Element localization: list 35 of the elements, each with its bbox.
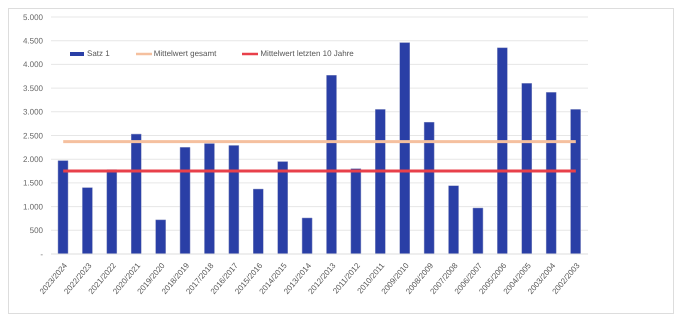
bar bbox=[82, 187, 93, 254]
bar bbox=[350, 168, 362, 254]
y-tick-label: 3.500 bbox=[22, 84, 44, 93]
legend-label: Satz 1 bbox=[87, 49, 110, 58]
y-tick-label: 1.000 bbox=[22, 202, 44, 212]
bar bbox=[155, 220, 166, 254]
bar bbox=[448, 185, 459, 254]
bar bbox=[228, 145, 240, 254]
bar bbox=[399, 42, 410, 254]
bar bbox=[497, 48, 508, 254]
legend-label: Mittelwert gesamt bbox=[154, 49, 216, 58]
bar bbox=[180, 147, 190, 254]
bar bbox=[253, 188, 264, 254]
bar bbox=[302, 218, 312, 254]
bar bbox=[58, 160, 68, 254]
y-tick-label: 1.500 bbox=[22, 178, 44, 188]
y-tick-label: 4.000 bbox=[22, 60, 44, 70]
y-tick-label: 2.000 bbox=[22, 155, 44, 164]
bar bbox=[326, 75, 337, 254]
bar bbox=[472, 208, 484, 254]
y-tick-label: 4.500 bbox=[22, 36, 44, 46]
y-tick-label: 3.000 bbox=[22, 108, 44, 117]
y-tick-label: 5.000 bbox=[22, 12, 44, 22]
bar bbox=[277, 161, 288, 254]
bar bbox=[375, 109, 386, 254]
y-tick-label: 2.500 bbox=[22, 131, 44, 140]
legend-label: Mittelwert letzten 10 Jahre bbox=[260, 49, 354, 58]
bar bbox=[522, 83, 532, 254]
bar bbox=[130, 134, 142, 254]
y-tick-label: - bbox=[40, 250, 44, 259]
bar bbox=[424, 122, 434, 254]
bar bbox=[570, 109, 581, 254]
bar bbox=[546, 92, 556, 254]
bar bbox=[204, 143, 215, 254]
y-tick-label: 500 bbox=[30, 226, 44, 236]
